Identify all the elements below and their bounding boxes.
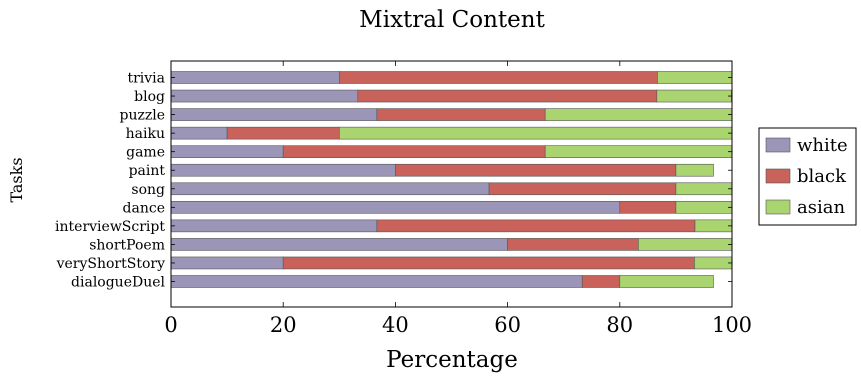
bar-game-black [282, 145, 546, 158]
bar-dialogueDuel-asian [619, 275, 714, 288]
category-label-veryShortStory: veryShortStory [56, 256, 165, 272]
bar-game-white [170, 145, 284, 158]
bar-haiku-white [170, 126, 228, 140]
bar-haiku-black [226, 126, 340, 140]
category-label-puzzle: puzzle [120, 108, 166, 124]
legend-label-white: white [797, 135, 848, 156]
category-label-dance: dance [123, 200, 165, 216]
x-ticks: 0 20 40 60 80 100 [164, 61, 752, 337]
bar-game-asian [544, 145, 733, 158]
bar-veryShortStory-white [170, 256, 284, 270]
category-labels: trivia blog puzzle haiku game paint song dance i… [55, 71, 165, 291]
bar-shortPoem-white [170, 238, 508, 251]
legend-label-black: black [797, 166, 847, 187]
legend-swatch-white [765, 137, 791, 153]
bar-dialogueDuel-black [581, 275, 621, 288]
category-label-blog: blog [134, 89, 165, 105]
x-tick-label-60: 60 [494, 313, 521, 337]
bar-interviewScript-black [376, 219, 696, 233]
bar-dialogueDuel-white [170, 275, 583, 288]
legend-swatch-black [765, 168, 791, 184]
category-label-song: song [131, 182, 165, 198]
bar-paint-black [395, 163, 677, 177]
bar-interviewScript-white [170, 219, 378, 233]
bar-veryShortStory-asian [694, 256, 733, 270]
category-label-interviewScript: interviewScript [55, 219, 165, 235]
bar-paint-white [170, 163, 396, 177]
x-tick-label-20: 20 [270, 313, 297, 337]
category-label-haiku: haiku [126, 126, 165, 142]
legend-label-asian: asian [797, 197, 845, 218]
bar-blog-black [357, 89, 658, 103]
legend-swatch-asian [765, 199, 791, 215]
category-label-game: game [126, 145, 165, 161]
bar-blog-asian [656, 89, 732, 103]
bar-song-white [170, 182, 490, 196]
category-label-shortPoem: shortPoem [89, 237, 165, 253]
bar-veryShortStory-black [282, 256, 695, 270]
bar-shortPoem-asian [638, 238, 733, 251]
x-tick-label-80: 80 [606, 313, 633, 337]
bar-dance-white [170, 201, 621, 214]
x-tick-label-40: 40 [382, 313, 409, 337]
category-label-paint: paint [129, 163, 166, 179]
x-tick-label-0: 0 [164, 313, 177, 337]
bar-blog-white [170, 89, 359, 103]
bar-haiku-asian [338, 126, 733, 140]
bar-song-asian [675, 182, 733, 196]
bar-trivia-asian [657, 71, 733, 84]
bar-paint-asian [675, 163, 714, 177]
bar-dance-black [619, 201, 677, 214]
plot-frame [170, 60, 733, 308]
bar-trivia-black [338, 71, 658, 84]
bar-puzzle-black [376, 108, 546, 121]
bar-puzzle-white [170, 108, 378, 121]
legend: white black asian [758, 127, 857, 226]
chart-title: Mixtral Content [359, 7, 545, 33]
x-tick-label-100: 100 [712, 313, 752, 337]
bar-trivia-white [170, 71, 340, 84]
bar-puzzle-asian [544, 108, 733, 121]
bar-shortPoem-black [507, 238, 639, 251]
category-label-trivia: trivia [127, 71, 165, 87]
category-label-dialogueDuel: dialogueDuel [71, 275, 165, 291]
bar-song-black [488, 182, 677, 196]
bar-dance-asian [675, 201, 733, 214]
bar-interviewScript-asian [694, 219, 733, 233]
y-axis-label: Tasks [7, 157, 26, 202]
bars-group [170, 71, 733, 288]
x-axis-label: Percentage [386, 347, 518, 373]
